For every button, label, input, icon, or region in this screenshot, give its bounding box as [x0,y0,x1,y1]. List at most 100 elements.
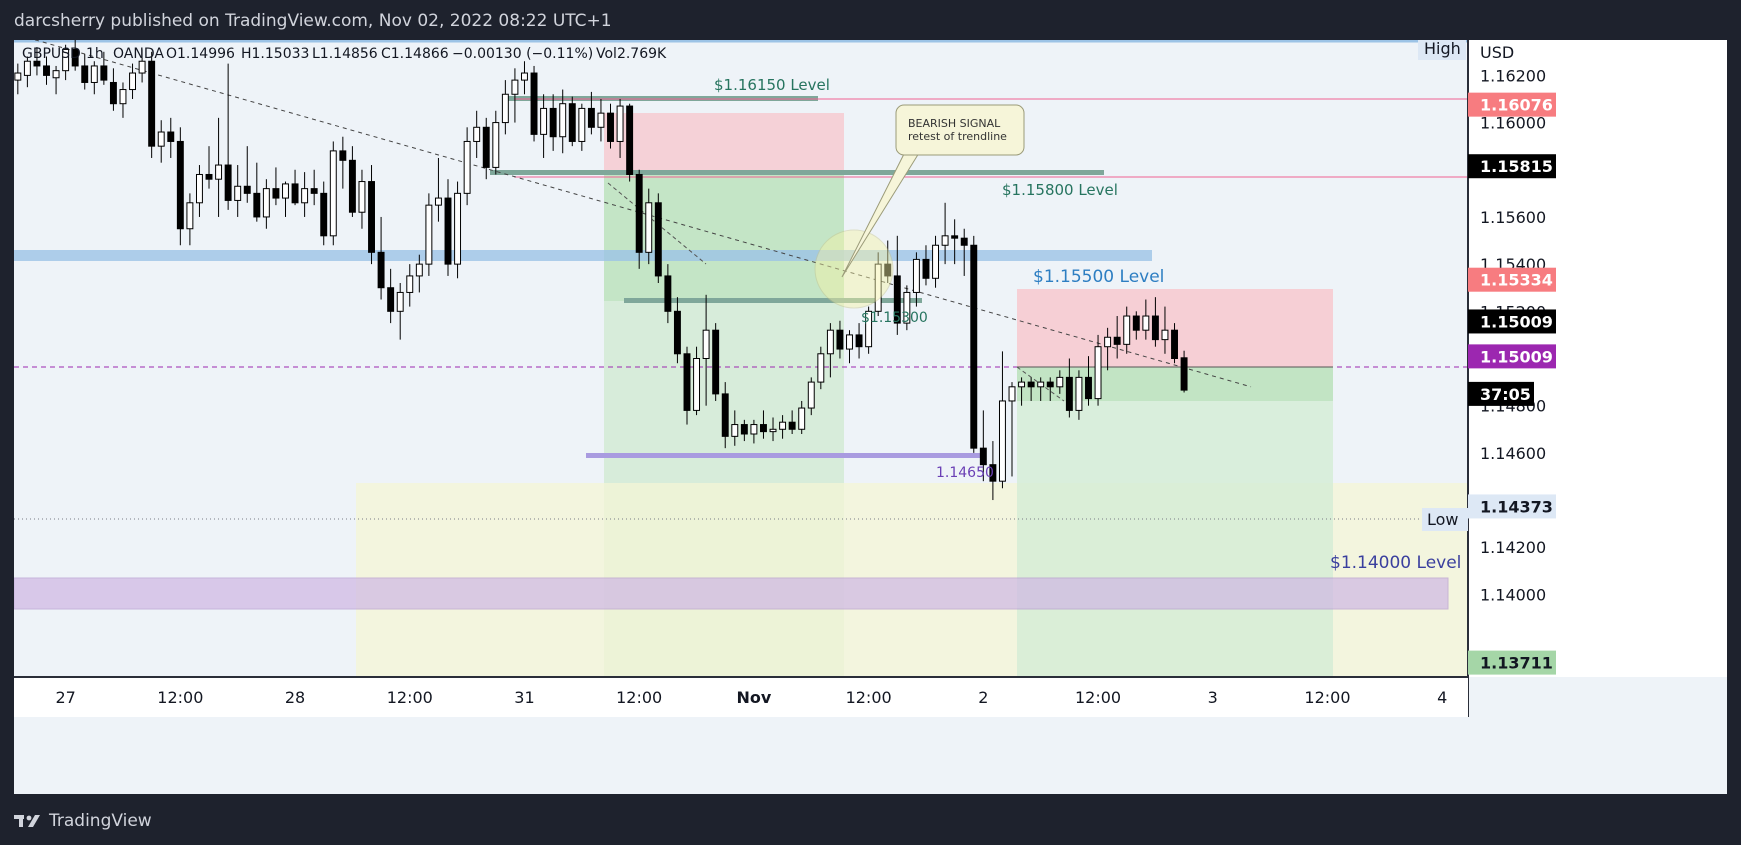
candle [253,162,261,222]
legend-close: C1.14866 [381,46,449,62]
candle-body-bull [559,103,567,138]
candle-body-bull [826,329,834,355]
xtick-label: Nov [736,688,771,707]
candle [750,419,758,444]
candle [874,252,882,317]
candle-body-bull [434,197,442,206]
candle [310,169,318,206]
candle [702,294,710,406]
candle [1046,377,1054,401]
ytick-label: 1.16000 [1480,114,1546,133]
price-badge: 1.15815 [1480,157,1553,176]
candle-body-bear [272,188,280,199]
candle-body-bull [511,79,519,95]
level-label-114000: $1.14000 Level [1330,553,1461,573]
candle [540,94,548,158]
candle-body-bear [683,353,691,411]
green-zone-right [1017,367,1333,401]
candle-body-bull [501,93,509,124]
callout-title: BEARISH SIGNAL [908,117,1001,130]
candle-body-bear [33,60,41,67]
candle [865,306,873,354]
candle-body-bear [444,197,452,265]
price-badge-bg [1468,267,1556,292]
candle [234,165,242,217]
price-badge-bg [1468,154,1556,179]
high-label-bg [1418,38,1466,60]
candle-body-bear [654,202,662,277]
xtick-label: 12:00 [387,688,433,707]
candle-body-bull [301,188,309,204]
candle-body-bull [62,48,70,72]
candle [568,96,576,147]
candle-body-bull [932,244,939,279]
candle-body-bear [960,237,968,246]
candle-body-bull [52,70,60,79]
candle [673,297,681,364]
callout-box[interactable] [895,104,1025,156]
price-badge-bg [1468,494,1556,519]
candle [81,54,89,90]
candle-body-bull [540,107,548,135]
candle [473,110,481,158]
time-axis[interactable]: 27 12:00 28 12:00 31 12:00 Nov 12:00 2 12:00 3 12:0… [14,676,1468,717]
candle [492,110,500,175]
candle-body-bear [1180,357,1188,391]
candle [109,68,117,111]
candle-body-bear [626,105,634,175]
price-badge-bg [1468,344,1556,369]
price-axis[interactable]: USD 1.162001.160001.156001.154001.152001… [1418,38,1727,717]
candle-body-bull [262,188,270,218]
candle [425,193,433,276]
candle [1104,327,1112,371]
price-badge: 1.15334 [1480,271,1553,290]
level-115800-band [490,170,1104,175]
candle-body-bear [568,103,576,142]
candle-body-bear [893,275,901,324]
candle-body-bear [788,421,796,430]
legend-open: O1.14996 [166,46,235,62]
candle-body-bull [1037,381,1045,388]
candle-body-bull [195,173,203,204]
candle-body-bull [157,131,165,147]
chart-pane[interactable]: BEARISH SIGNAL retest of trendline $1.16… [13,37,1727,794]
candle [855,323,863,359]
candle [1180,350,1188,393]
candles-layer [14,37,1188,501]
candle [176,127,184,246]
candle-body-bull [597,112,605,128]
candle [731,410,739,446]
candle-body-bear [482,126,490,168]
footer[interactable]: TradingView [14,811,152,831]
candle-body-bear [205,173,213,180]
candle [903,285,911,331]
candle-body-bull [119,89,127,105]
candle-body-bull [645,202,653,253]
candle-body-bull [358,181,366,213]
candle [1056,370,1064,394]
xtick-label: 12:00 [846,688,892,707]
price-chart[interactable]: BEARISH SIGNAL retest of trendline $1.16… [13,37,1727,794]
candle-body-bear [339,150,347,161]
candle-body-bear [243,185,251,194]
candle [52,65,60,95]
legend-volume: Vol2.769K [596,46,667,62]
candle [559,89,567,154]
candle-body-bear [176,140,184,230]
candle [1018,377,1026,406]
candle-body-bear [310,188,318,194]
candle-body-bull [912,258,920,293]
candle [693,346,701,416]
candle [14,63,22,95]
candle [377,216,385,300]
candle [434,157,442,222]
candle [157,120,165,163]
candle-body-bear [1113,336,1121,345]
candle-body-bull [903,291,911,324]
xtick-label: 12:00 [1075,688,1121,707]
candle [329,141,337,246]
callout-text: retest of trendline [908,130,1007,143]
candle-body-bull [521,72,528,81]
candle [721,382,729,449]
price-badge: 1.15009 [1480,347,1553,366]
